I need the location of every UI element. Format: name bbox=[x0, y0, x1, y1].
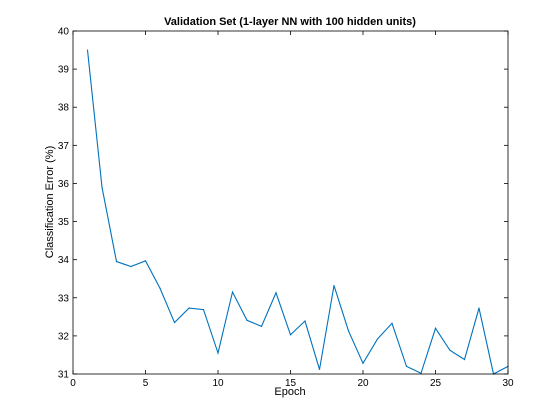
x-tick-label: 0 bbox=[70, 378, 76, 389]
data-point bbox=[188, 307, 190, 309]
x-tick-label: 10 bbox=[212, 378, 224, 389]
data-point bbox=[347, 330, 350, 332]
x-axis-label: Epoch bbox=[274, 386, 305, 398]
data-point bbox=[217, 352, 219, 354]
data-point bbox=[115, 260, 118, 263]
data-point bbox=[304, 320, 306, 322]
data-point bbox=[159, 287, 161, 289]
data-point bbox=[318, 368, 321, 371]
y-tick-label: 36 bbox=[58, 179, 70, 190]
data-point bbox=[376, 338, 379, 340]
y-tick-label: 32 bbox=[58, 331, 70, 342]
y-tick-label: 37 bbox=[58, 141, 70, 152]
data-point bbox=[391, 322, 393, 324]
data-point bbox=[173, 321, 176, 324]
data-point bbox=[420, 372, 422, 374]
data-point bbox=[101, 186, 103, 188]
data-point bbox=[260, 325, 263, 327]
x-tick-label: 20 bbox=[357, 378, 369, 389]
data-point bbox=[362, 362, 364, 364]
data-point bbox=[246, 319, 248, 321]
chart-title: Validation Set (1-layer NN with 100 hidd… bbox=[164, 16, 416, 28]
data-point bbox=[231, 291, 234, 293]
y-axis-label: Classification Error (%) bbox=[44, 146, 56, 258]
y-tick-label: 35 bbox=[58, 217, 70, 228]
data-point bbox=[86, 49, 89, 51]
y-tick-label: 33 bbox=[58, 293, 70, 304]
y-tick-label: 34 bbox=[58, 255, 70, 266]
data-point bbox=[405, 365, 408, 367]
plot-area-box bbox=[72, 30, 509, 375]
series-layer bbox=[86, 49, 509, 375]
y-tick-label: 39 bbox=[58, 65, 70, 76]
x-tick-label: 15 bbox=[285, 378, 297, 389]
data-point bbox=[144, 260, 147, 262]
data-point bbox=[202, 308, 205, 311]
data-point bbox=[275, 292, 277, 294]
ticks-layer: 0 5 10 15 20 25 30 31 32 33 34 35 36 37 38 39 40 bbox=[58, 27, 514, 390]
data-point bbox=[463, 358, 466, 361]
y-tick-label: 38 bbox=[58, 103, 70, 114]
data-point bbox=[434, 327, 437, 329]
data-point bbox=[333, 284, 335, 287]
y-tick-label: 31 bbox=[58, 370, 70, 381]
x-tick-label: 5 bbox=[143, 378, 149, 389]
data-point bbox=[478, 307, 480, 309]
data-point bbox=[289, 334, 292, 336]
data-point bbox=[449, 349, 451, 351]
data-point bbox=[130, 265, 132, 268]
y-tick-label: 40 bbox=[58, 27, 70, 38]
x-tick-label: 30 bbox=[502, 378, 514, 389]
x-tick-label: 25 bbox=[430, 378, 442, 389]
series-line bbox=[86, 50, 509, 375]
